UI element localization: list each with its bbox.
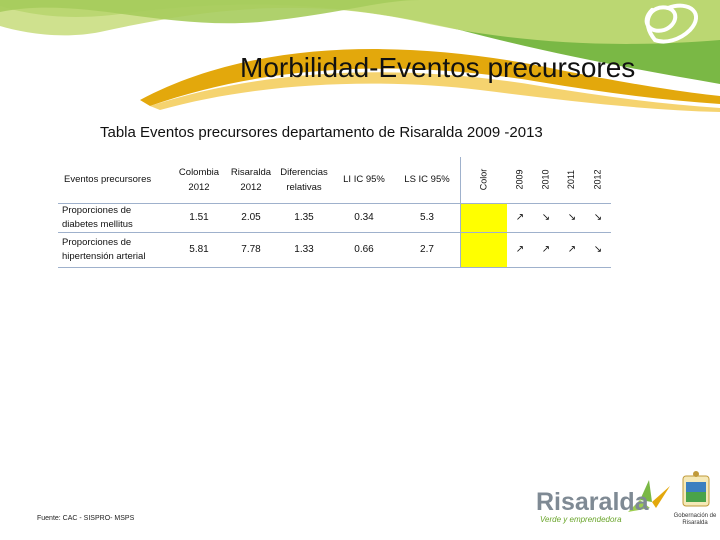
table-header-row: Eventos precursores Colombia 2012 Risaral… xyxy=(58,157,611,204)
coat-of-arms-icon xyxy=(682,471,710,507)
header-colombia-year: 2012 xyxy=(188,181,210,193)
cell-risaralda: 2.05 xyxy=(228,203,274,233)
table-row: Proporciones de diabetes mellitus 1.51 2.… xyxy=(58,203,611,233)
header-li: LI IC 95% xyxy=(334,157,394,204)
cell-diff: 1.33 xyxy=(274,232,334,268)
cell-li: 0.34 xyxy=(334,203,394,233)
row-label-line2: diabetes mellitus xyxy=(62,218,133,230)
header-risaralda-label: Risaralda xyxy=(230,166,272,178)
header-2011: 2011 xyxy=(559,157,585,204)
source-note: Fuente: CAC - SISPRO- MSPS xyxy=(37,515,135,522)
table-row: Proporciones de hipertensión arterial 5.8… xyxy=(58,232,611,268)
trend-2011-arrow-icon: ↗ xyxy=(559,232,585,268)
risaralda-logo-text: Risaralda xyxy=(536,488,649,516)
header-2010-label: 2010 xyxy=(540,169,551,190)
header-risaralda-year: 2012 xyxy=(240,181,262,193)
trend-2010-arrow-icon: ↗ xyxy=(533,232,559,268)
header-event: Eventos precursores xyxy=(58,157,170,204)
trend-2009-arrow-icon: ↗ xyxy=(507,203,533,233)
risaralda-logo-mark xyxy=(628,480,670,512)
row-label-line2: hipertensión arterial xyxy=(62,250,146,262)
header-colombia-label: Colombia xyxy=(178,166,220,178)
header-colombia: Colombia 2012 xyxy=(170,157,228,204)
table-caption: Tabla Eventos precursores departamento d… xyxy=(100,124,543,141)
trend-2012-arrow-icon: ↘ xyxy=(585,203,611,233)
row-label: Proporciones de diabetes mellitus xyxy=(58,203,170,233)
header-color: Color xyxy=(460,157,507,204)
header-risaralda: Risaralda 2012 xyxy=(228,157,274,204)
gold-swoosh-lower xyxy=(150,72,720,112)
precursor-events-table: Eventos precursores Colombia 2012 Risaral… xyxy=(58,157,611,268)
cell-color-swatch xyxy=(460,203,507,233)
header-diff-label2: relativas xyxy=(286,181,322,193)
cell-li: 0.66 xyxy=(334,232,394,268)
trend-2009-arrow-icon: ↗ xyxy=(507,232,533,268)
row-label-line1: Proporciones de xyxy=(62,204,132,216)
row-label-line1: Proporciones de xyxy=(62,236,132,248)
header-2012: 2012 xyxy=(585,157,611,204)
header-2011-label: 2011 xyxy=(566,170,577,190)
cell-colombia: 1.51 xyxy=(170,203,228,233)
green-band xyxy=(0,0,720,84)
trend-2012-arrow-icon: ↘ xyxy=(585,232,611,268)
cell-diff: 1.35 xyxy=(274,203,334,233)
cell-color-swatch xyxy=(460,232,507,268)
row-label: Proporciones de hipertensión arterial xyxy=(58,232,170,268)
header-2009: 2009 xyxy=(507,157,533,204)
gobernacion-line2: Risaralda xyxy=(682,520,708,526)
gold-swoosh xyxy=(140,49,720,106)
header-diff-label: Diferencias xyxy=(280,166,328,178)
header-ls: LS IC 95% xyxy=(394,157,461,204)
page-title: Morbilidad-Eventos precursores xyxy=(240,52,636,83)
header-diff: Diferencias relativas xyxy=(274,157,334,204)
header-2012-label: 2012 xyxy=(592,169,603,190)
header-2009-label: 2009 xyxy=(514,169,525,190)
trend-2011-arrow-icon: ↘ xyxy=(559,203,585,233)
header-2010: 2010 xyxy=(533,157,559,204)
cell-colombia: 5.81 xyxy=(170,232,228,268)
cell-ls: 2.7 xyxy=(394,232,461,268)
gobernacion-line1: Gobernación de xyxy=(673,513,717,519)
risaralda-logo-tagline: Verde y emprendedora xyxy=(540,515,622,524)
cell-ls: 5.3 xyxy=(394,203,461,233)
gobernacion-label: Gobernación de Risaralda xyxy=(672,513,718,527)
trend-2010-arrow-icon: ↘ xyxy=(533,203,559,233)
cell-risaralda: 7.78 xyxy=(228,232,274,268)
header-color-label: Color xyxy=(478,168,489,191)
heart-ribbon-icon xyxy=(644,3,698,44)
